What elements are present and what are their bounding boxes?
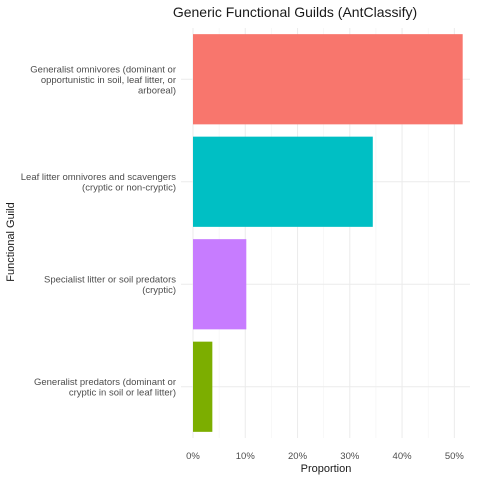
category-labels: Generalist omnivores (dominant or opportu…	[21, 64, 176, 398]
category-label: Generalist predators (dominant or cryptic…	[34, 377, 176, 399]
category-label: Generalist omnivores (dominant or opportu…	[30, 64, 176, 96]
x-tick-label: 30%	[340, 451, 360, 462]
category-label-line: Leaf litter omnivores and scavengers	[21, 172, 176, 183]
x-tick-label: 10%	[236, 451, 256, 462]
category-label-line: Generalist omnivores (dominant or	[30, 64, 176, 75]
category-label: Specialist litter or soil predators (cryp…	[44, 275, 176, 297]
category-label-line: (cryptic or non-cryptic)	[82, 183, 176, 194]
x-tick-label: 0%	[186, 451, 200, 462]
category-label-line: opportunistic in soil, leaf litter, or	[41, 75, 176, 86]
category-label-line: Generalist predators (dominant or	[34, 377, 176, 388]
bar[interactable]	[193, 239, 247, 330]
category-label: Leaf litter omnivores and scavengers (cry…	[21, 172, 176, 194]
category-label-line: (cryptic)	[142, 285, 176, 296]
x-tick-label: 20%	[288, 451, 308, 462]
x-axis-title: Proportion	[301, 463, 352, 475]
x-tick-label: 40%	[393, 451, 413, 462]
category-label-line: arboreal)	[138, 85, 176, 96]
y-axis-title: Functional Guild	[5, 202, 17, 282]
bar[interactable]	[193, 34, 463, 125]
category-label-line: cryptic in soil or leaf litter)	[69, 388, 176, 399]
x-axis-ticks: 0% 10% 20% 30% 40% 50%	[186, 451, 464, 462]
bar[interactable]	[193, 136, 373, 227]
bars	[193, 34, 463, 432]
chart-title: Generic Functional Guilds (AntClassify)	[173, 4, 417, 20]
category-label-line: Specialist litter or soil predators	[44, 275, 176, 286]
x-tick-label: 50%	[445, 451, 465, 462]
bar[interactable]	[193, 341, 213, 432]
